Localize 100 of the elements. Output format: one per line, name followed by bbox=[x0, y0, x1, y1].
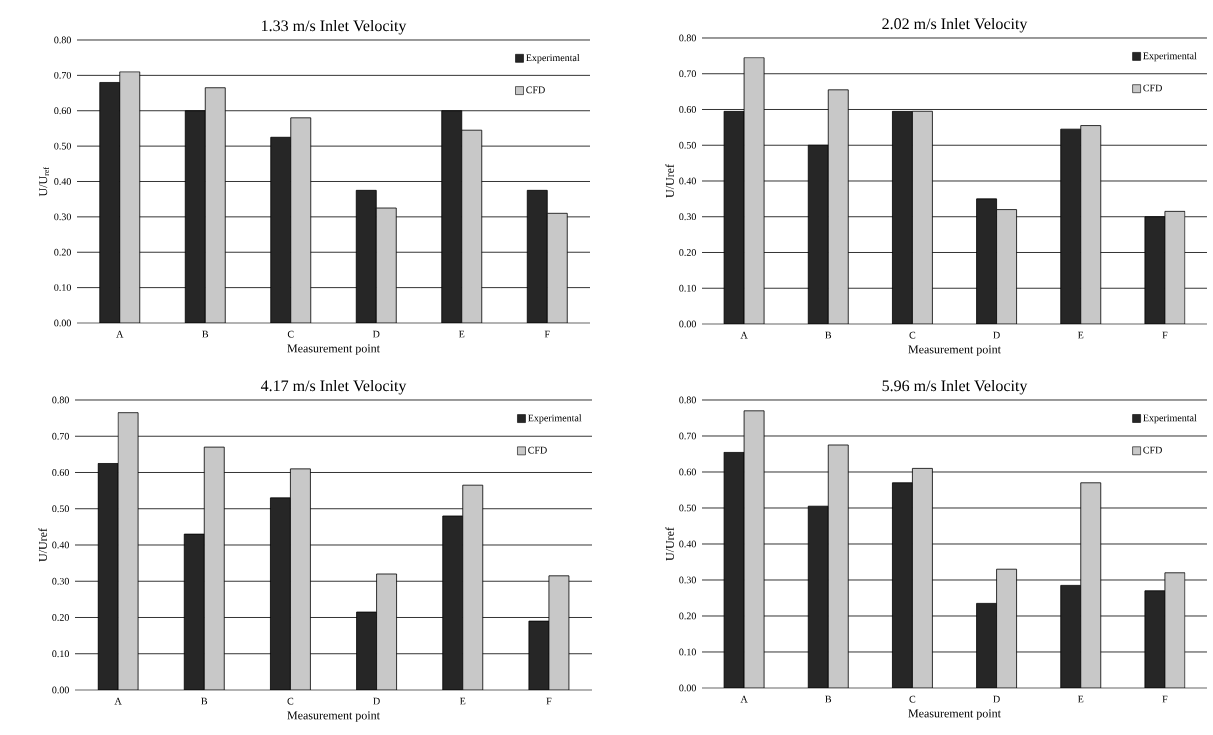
y-axis-title: U/Uref bbox=[38, 528, 47, 562]
x-tick-label: B bbox=[201, 697, 208, 705]
y-tick-label: 0.10 bbox=[679, 648, 696, 656]
y-tick-label: 0.30 bbox=[679, 213, 696, 221]
x-tick-label: A bbox=[740, 695, 748, 703]
y-tick-label: 0.10 bbox=[54, 284, 71, 292]
y-tick-label: 0.70 bbox=[679, 70, 696, 78]
x-tick-label: F bbox=[544, 330, 550, 338]
chart-title: 2.02 m/s Inlet Velocity bbox=[882, 17, 1028, 33]
x-axis-title: Measurement point bbox=[908, 709, 1001, 720]
bar bbox=[912, 467, 933, 688]
bar bbox=[1060, 128, 1082, 324]
chart-title: 4.17 m/s Inlet Velocity bbox=[260, 379, 407, 395]
y-tick-label: 0.60 bbox=[679, 468, 696, 476]
y-tick-label: 0.70 bbox=[52, 432, 69, 440]
y-tick-label: 0.50 bbox=[679, 141, 696, 149]
bar bbox=[119, 71, 141, 323]
bar bbox=[976, 198, 997, 324]
legend-label: CFD bbox=[1143, 84, 1162, 92]
x-tick-label: A bbox=[740, 331, 748, 339]
y-tick-label: 0.10 bbox=[679, 284, 696, 292]
y-tick-label: 0.70 bbox=[54, 71, 71, 79]
x-tick-label: C bbox=[287, 697, 294, 705]
bar bbox=[203, 446, 225, 690]
bar bbox=[743, 57, 765, 324]
bar bbox=[204, 87, 226, 323]
bar bbox=[892, 482, 913, 688]
x-tick-label: F bbox=[1162, 695, 1168, 703]
legend-label: Experimental bbox=[528, 414, 582, 424]
y-tick-label: 0.80 bbox=[54, 36, 71, 44]
x-tick-label: D bbox=[372, 330, 380, 338]
bar bbox=[290, 468, 311, 690]
bar bbox=[996, 568, 1017, 688]
x-tick-label: E bbox=[1077, 695, 1084, 703]
bar bbox=[290, 117, 312, 323]
bar bbox=[376, 573, 397, 690]
y-tick-label: 0.20 bbox=[52, 614, 69, 621]
x-tick-label: D bbox=[993, 695, 1000, 703]
bar bbox=[270, 497, 291, 690]
bar bbox=[827, 444, 849, 688]
bar bbox=[355, 189, 377, 323]
y-tick-label: 0.30 bbox=[679, 576, 696, 584]
bar bbox=[1080, 125, 1102, 324]
bar bbox=[807, 144, 829, 324]
y-tick-label: 0.70 bbox=[679, 432, 696, 440]
x-tick-label: C bbox=[909, 695, 916, 703]
y-tick-label: 0.50 bbox=[679, 504, 696, 512]
x-axis-title: Measurement point bbox=[287, 344, 380, 355]
bar bbox=[526, 189, 548, 323]
bar bbox=[99, 82, 121, 323]
y-tick-label: 0.80 bbox=[679, 34, 696, 42]
y-tick-label: 0.20 bbox=[54, 248, 71, 256]
x-tick-label: E bbox=[459, 697, 466, 705]
y-tick-label: 0.30 bbox=[52, 577, 69, 585]
bar bbox=[462, 484, 484, 690]
legend-label: CFD bbox=[526, 86, 545, 94]
bar bbox=[892, 110, 913, 324]
x-axis-title: Measurement point bbox=[287, 711, 380, 722]
bar bbox=[912, 110, 933, 324]
x-tick-label: D bbox=[993, 331, 1000, 339]
y-tick-label: 0.60 bbox=[52, 469, 69, 476]
bar bbox=[270, 136, 292, 323]
y-tick-label: 0.40 bbox=[679, 177, 696, 185]
bar bbox=[442, 515, 464, 690]
y-tick-label: 0.40 bbox=[52, 541, 69, 549]
x-tick-label: E bbox=[1077, 331, 1084, 339]
bar bbox=[183, 533, 205, 690]
x-tick-label: D bbox=[373, 697, 380, 705]
bar bbox=[1060, 584, 1082, 688]
x-axis-title: Measurement point bbox=[908, 345, 1001, 356]
bar bbox=[546, 212, 568, 323]
x-tick-label: B bbox=[825, 331, 832, 339]
bar bbox=[375, 207, 397, 323]
y-axis-title: U/Uref bbox=[665, 163, 674, 198]
x-tick-label: A bbox=[116, 330, 124, 338]
bar bbox=[976, 602, 997, 688]
legend-label: CFD bbox=[1143, 446, 1162, 454]
y-tick-label: 0.00 bbox=[54, 319, 71, 327]
y-tick-label: 0.10 bbox=[52, 650, 69, 658]
bar bbox=[441, 110, 463, 323]
x-tick-label: B bbox=[825, 695, 832, 703]
bar bbox=[356, 611, 377, 690]
bar bbox=[461, 129, 483, 323]
chart-title: 1.33 m/s Inlet Velocity bbox=[262, 19, 407, 35]
y-tick-label: 0.20 bbox=[679, 249, 696, 256]
bar bbox=[807, 505, 829, 688]
bar bbox=[184, 110, 206, 323]
chart-title: 5.96 m/s Inlet Velocity bbox=[882, 379, 1028, 395]
y-tick-label: 0.00 bbox=[679, 320, 696, 328]
legend-label: Experimental bbox=[526, 54, 580, 64]
y-tick-label: 0.60 bbox=[679, 106, 696, 113]
y-tick-label: 0.80 bbox=[679, 396, 696, 404]
x-tick-label: C bbox=[287, 330, 294, 338]
legend-label: Experimental bbox=[1143, 414, 1197, 424]
y-tick-label: 0.40 bbox=[54, 178, 71, 185]
x-tick-label: A bbox=[114, 697, 122, 705]
x-tick-label: F bbox=[546, 697, 552, 705]
y-axis-title: U/U$_{ref}$ bbox=[39, 166, 49, 197]
y-tick-label: 0.20 bbox=[679, 612, 696, 620]
y-tick-label: 0.30 bbox=[54, 213, 71, 221]
